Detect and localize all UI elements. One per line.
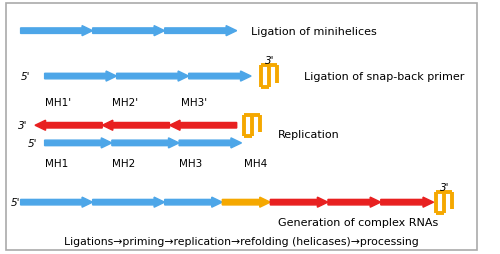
FancyArrow shape — [20, 197, 92, 208]
Text: Ligation of minihelices: Ligation of minihelices — [251, 27, 377, 37]
FancyArrow shape — [112, 138, 179, 148]
Text: MH1': MH1' — [44, 98, 70, 108]
Text: 5': 5' — [20, 72, 30, 82]
FancyArrow shape — [328, 197, 381, 208]
FancyArrow shape — [92, 197, 164, 208]
Text: MH3': MH3' — [182, 98, 208, 108]
Text: 5': 5' — [28, 138, 38, 148]
FancyArrow shape — [44, 138, 112, 148]
Text: MH4: MH4 — [244, 158, 267, 168]
Text: 3': 3' — [18, 121, 28, 131]
Text: Replication: Replication — [278, 130, 340, 139]
FancyArrow shape — [44, 72, 117, 82]
Text: MH1: MH1 — [44, 158, 68, 168]
FancyArrow shape — [102, 121, 170, 131]
FancyArrow shape — [35, 121, 102, 131]
Text: 5': 5' — [11, 197, 20, 207]
Text: 3': 3' — [264, 56, 274, 66]
FancyArrow shape — [164, 26, 236, 37]
Text: MH3: MH3 — [179, 158, 203, 168]
FancyArrow shape — [116, 72, 188, 82]
Text: 3': 3' — [440, 182, 450, 192]
Text: MH2: MH2 — [112, 158, 135, 168]
FancyArrow shape — [164, 197, 222, 208]
Text: Ligation of snap-back primer: Ligation of snap-back primer — [304, 72, 464, 82]
FancyArrow shape — [170, 121, 236, 131]
FancyArrow shape — [188, 72, 251, 82]
FancyArrow shape — [270, 197, 328, 208]
FancyArrow shape — [20, 26, 92, 37]
Text: Ligations→priming→replication→refolding (helicases)→processing: Ligations→priming→replication→refolding … — [64, 236, 419, 246]
Text: Generation of complex RNAs: Generation of complex RNAs — [278, 217, 438, 227]
FancyArrow shape — [92, 26, 164, 37]
FancyArrow shape — [381, 197, 434, 208]
FancyArrow shape — [179, 138, 242, 148]
FancyArrow shape — [222, 197, 270, 208]
Text: MH2': MH2' — [112, 98, 138, 108]
